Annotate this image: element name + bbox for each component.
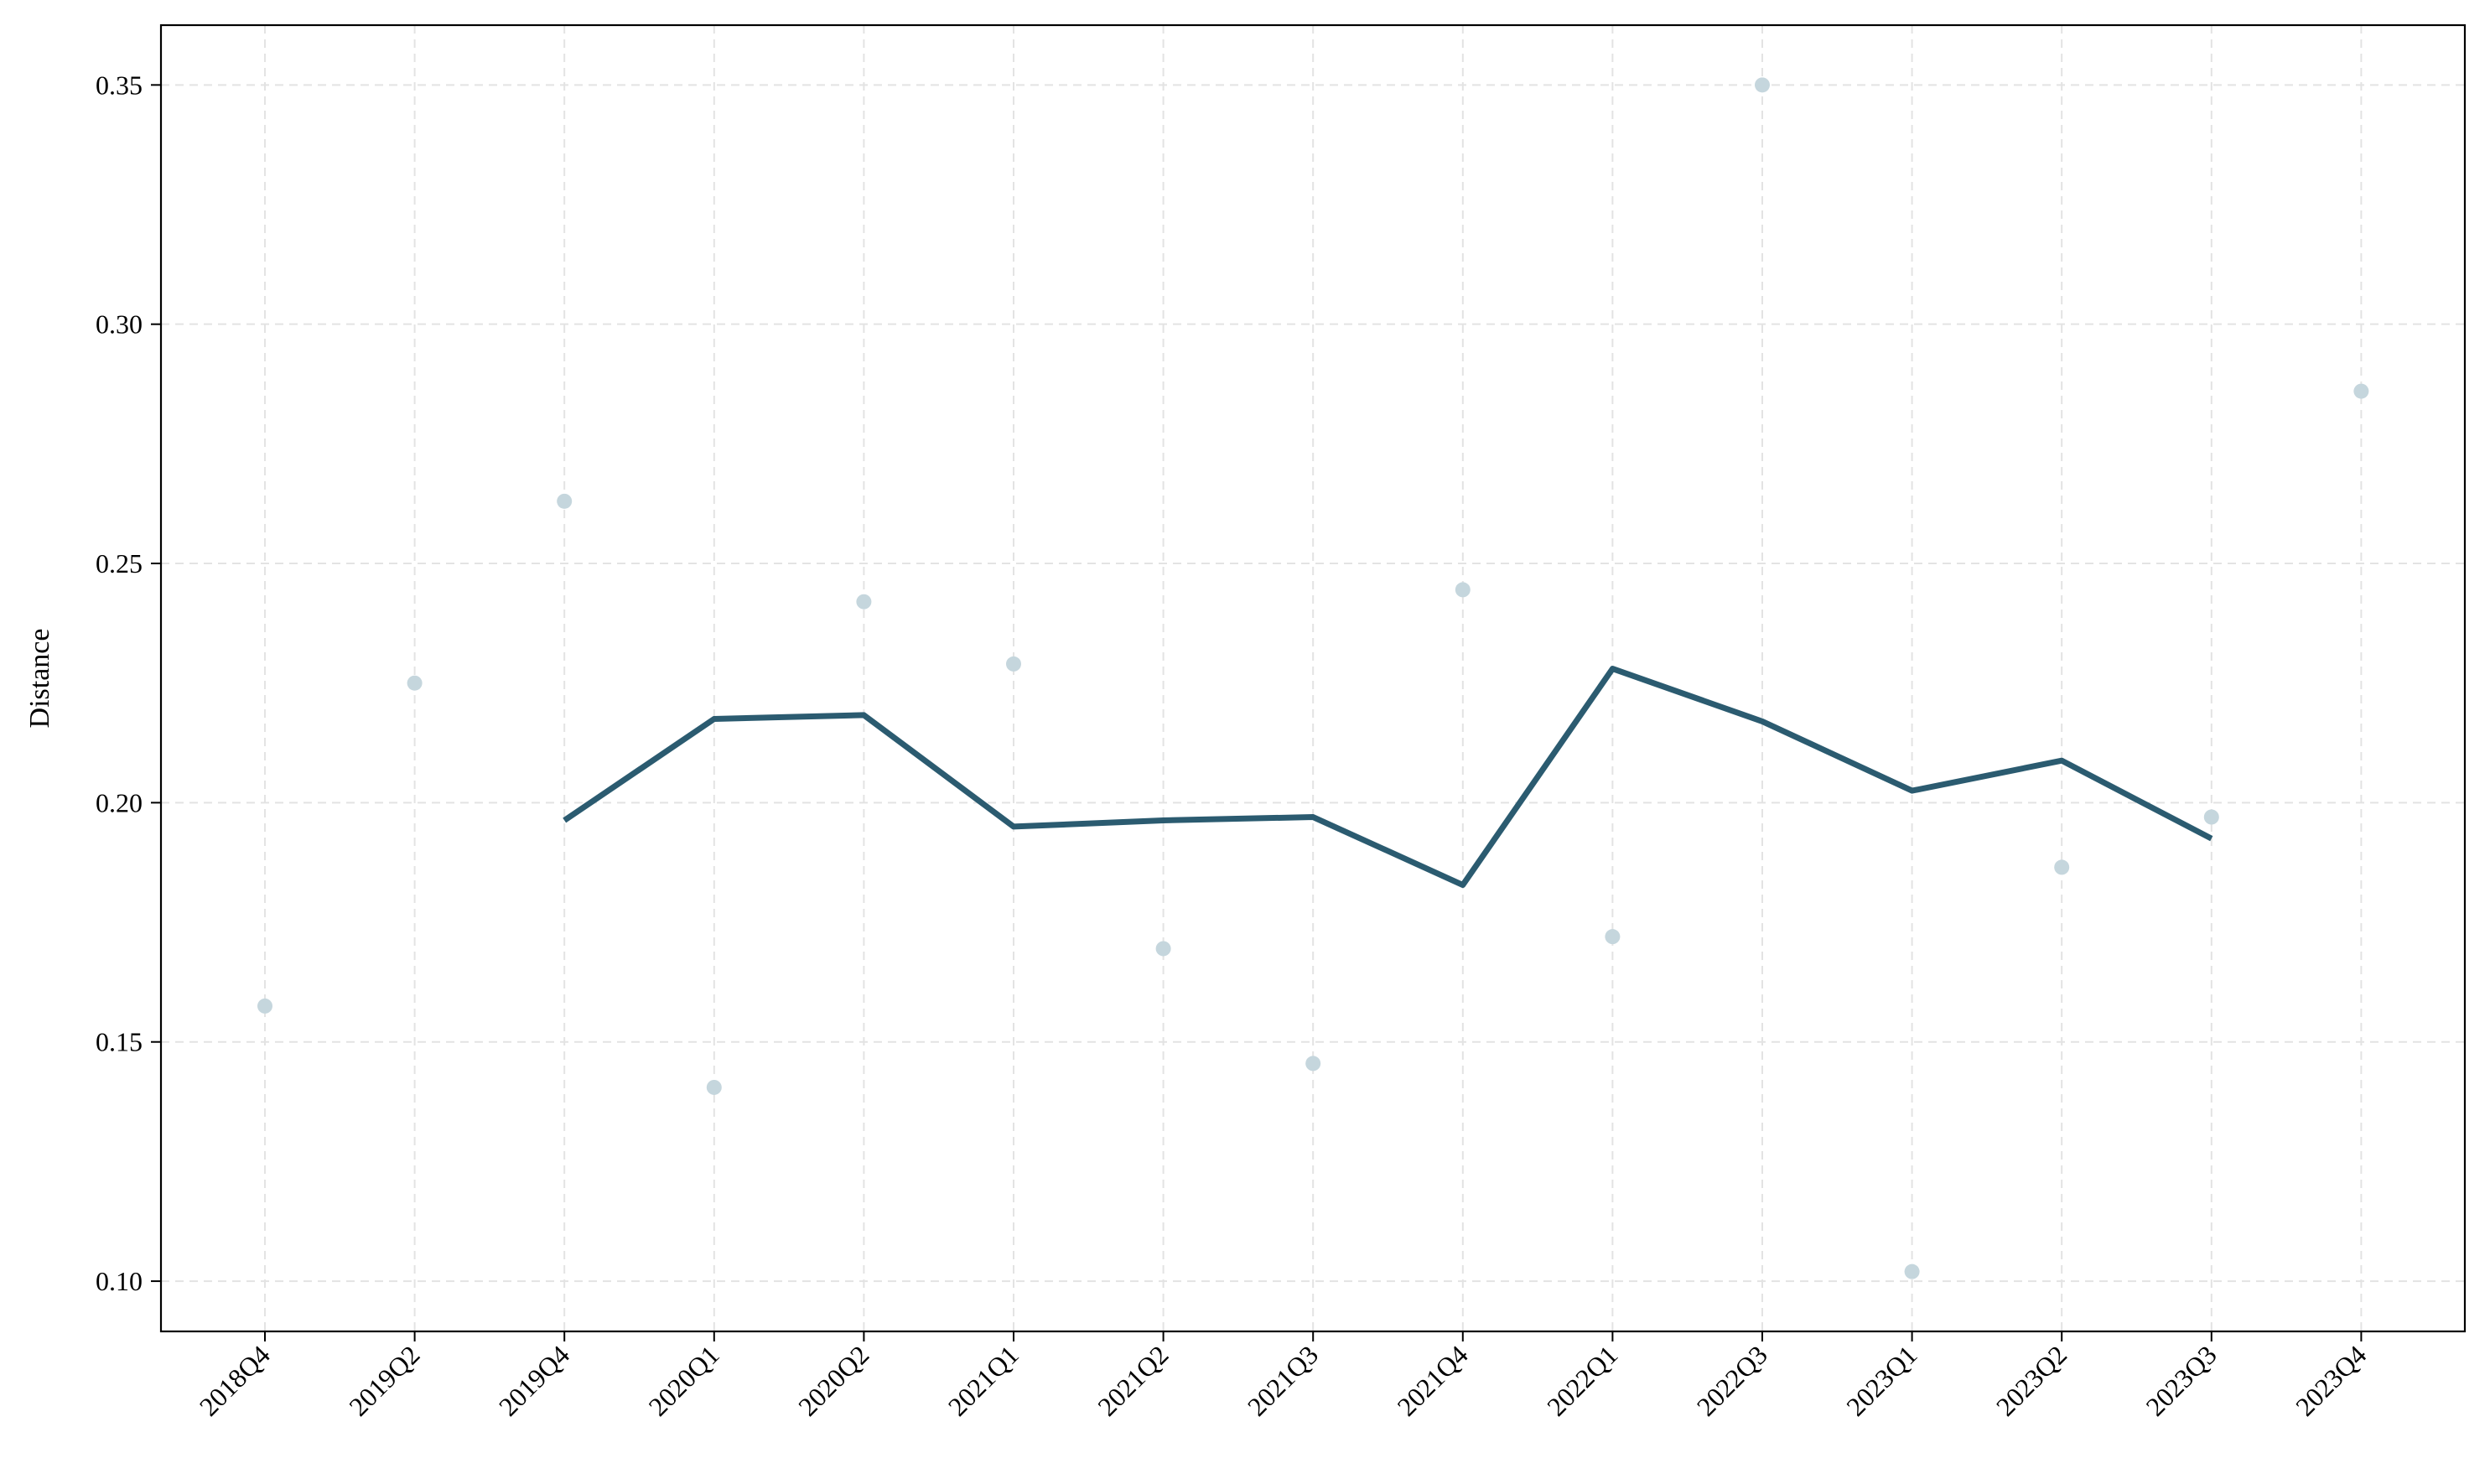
x-tick-label: 2019Q2 bbox=[343, 1339, 425, 1421]
x-tick-label: 2023Q1 bbox=[1840, 1339, 1922, 1421]
scatter-points bbox=[257, 77, 2369, 1279]
scatter-point bbox=[1605, 929, 1621, 945]
scatter-point bbox=[1155, 941, 1171, 957]
scatter-point bbox=[1305, 1056, 1321, 1071]
series-line-group bbox=[563, 666, 2213, 888]
y-tick-label: 0.25 bbox=[96, 548, 143, 579]
scatter-point bbox=[1455, 582, 1471, 598]
y-tick-label: 0.15 bbox=[96, 1027, 143, 1057]
x-tick-label: 2023Q2 bbox=[1990, 1339, 2072, 1421]
y-tick-label: 0.35 bbox=[96, 70, 143, 100]
scatter-point bbox=[2353, 383, 2369, 399]
y-tick-label: 0.30 bbox=[96, 309, 143, 340]
x-tick-label: 2021Q3 bbox=[1242, 1339, 1324, 1421]
scatter-point bbox=[407, 675, 423, 691]
x-tick-label: 2023Q4 bbox=[2290, 1339, 2372, 1421]
x-tick-label: 2022Q3 bbox=[1691, 1339, 1773, 1421]
x-tick-label: 2018Q4 bbox=[194, 1339, 276, 1421]
grid-lines bbox=[161, 25, 2465, 1331]
y-tick-label: 0.20 bbox=[96, 787, 143, 817]
scatter-point bbox=[1006, 656, 1021, 672]
scatter-point bbox=[1755, 77, 1770, 93]
y-axis-label: Distance bbox=[24, 629, 55, 729]
y-axis-ticks: 0.10 0.15 0.20 0.25 0.30 0.35 bbox=[96, 70, 161, 1296]
scatter-point bbox=[557, 493, 573, 509]
x-tick-label: 2021Q1 bbox=[942, 1339, 1025, 1421]
x-tick-label: 2022Q1 bbox=[1541, 1339, 1623, 1421]
scatter-point bbox=[856, 594, 872, 610]
scatter-point bbox=[2054, 859, 2070, 875]
scatter-point bbox=[706, 1079, 722, 1095]
x-tick-label: 2019Q4 bbox=[493, 1339, 575, 1421]
x-tick-label: 2020Q2 bbox=[792, 1339, 874, 1421]
x-tick-label: 2020Q1 bbox=[642, 1339, 724, 1421]
x-tick-label: 2021Q2 bbox=[1092, 1339, 1174, 1421]
scatter-point bbox=[257, 998, 272, 1014]
scatter-point bbox=[2203, 809, 2219, 825]
scatter-point bbox=[1904, 1263, 1920, 1279]
series-line bbox=[563, 666, 2213, 888]
x-tick-label: 2021Q4 bbox=[1391, 1339, 1473, 1421]
y-tick-label: 0.10 bbox=[96, 1266, 143, 1296]
x-axis-ticks: 2018Q4 2019Q2 2019Q4 2020Q1 2020Q2 2021Q1 2021… bbox=[194, 1331, 2372, 1422]
plot-area-frame bbox=[159, 23, 2467, 1333]
x-tick-label: 2023Q3 bbox=[2140, 1339, 2222, 1421]
